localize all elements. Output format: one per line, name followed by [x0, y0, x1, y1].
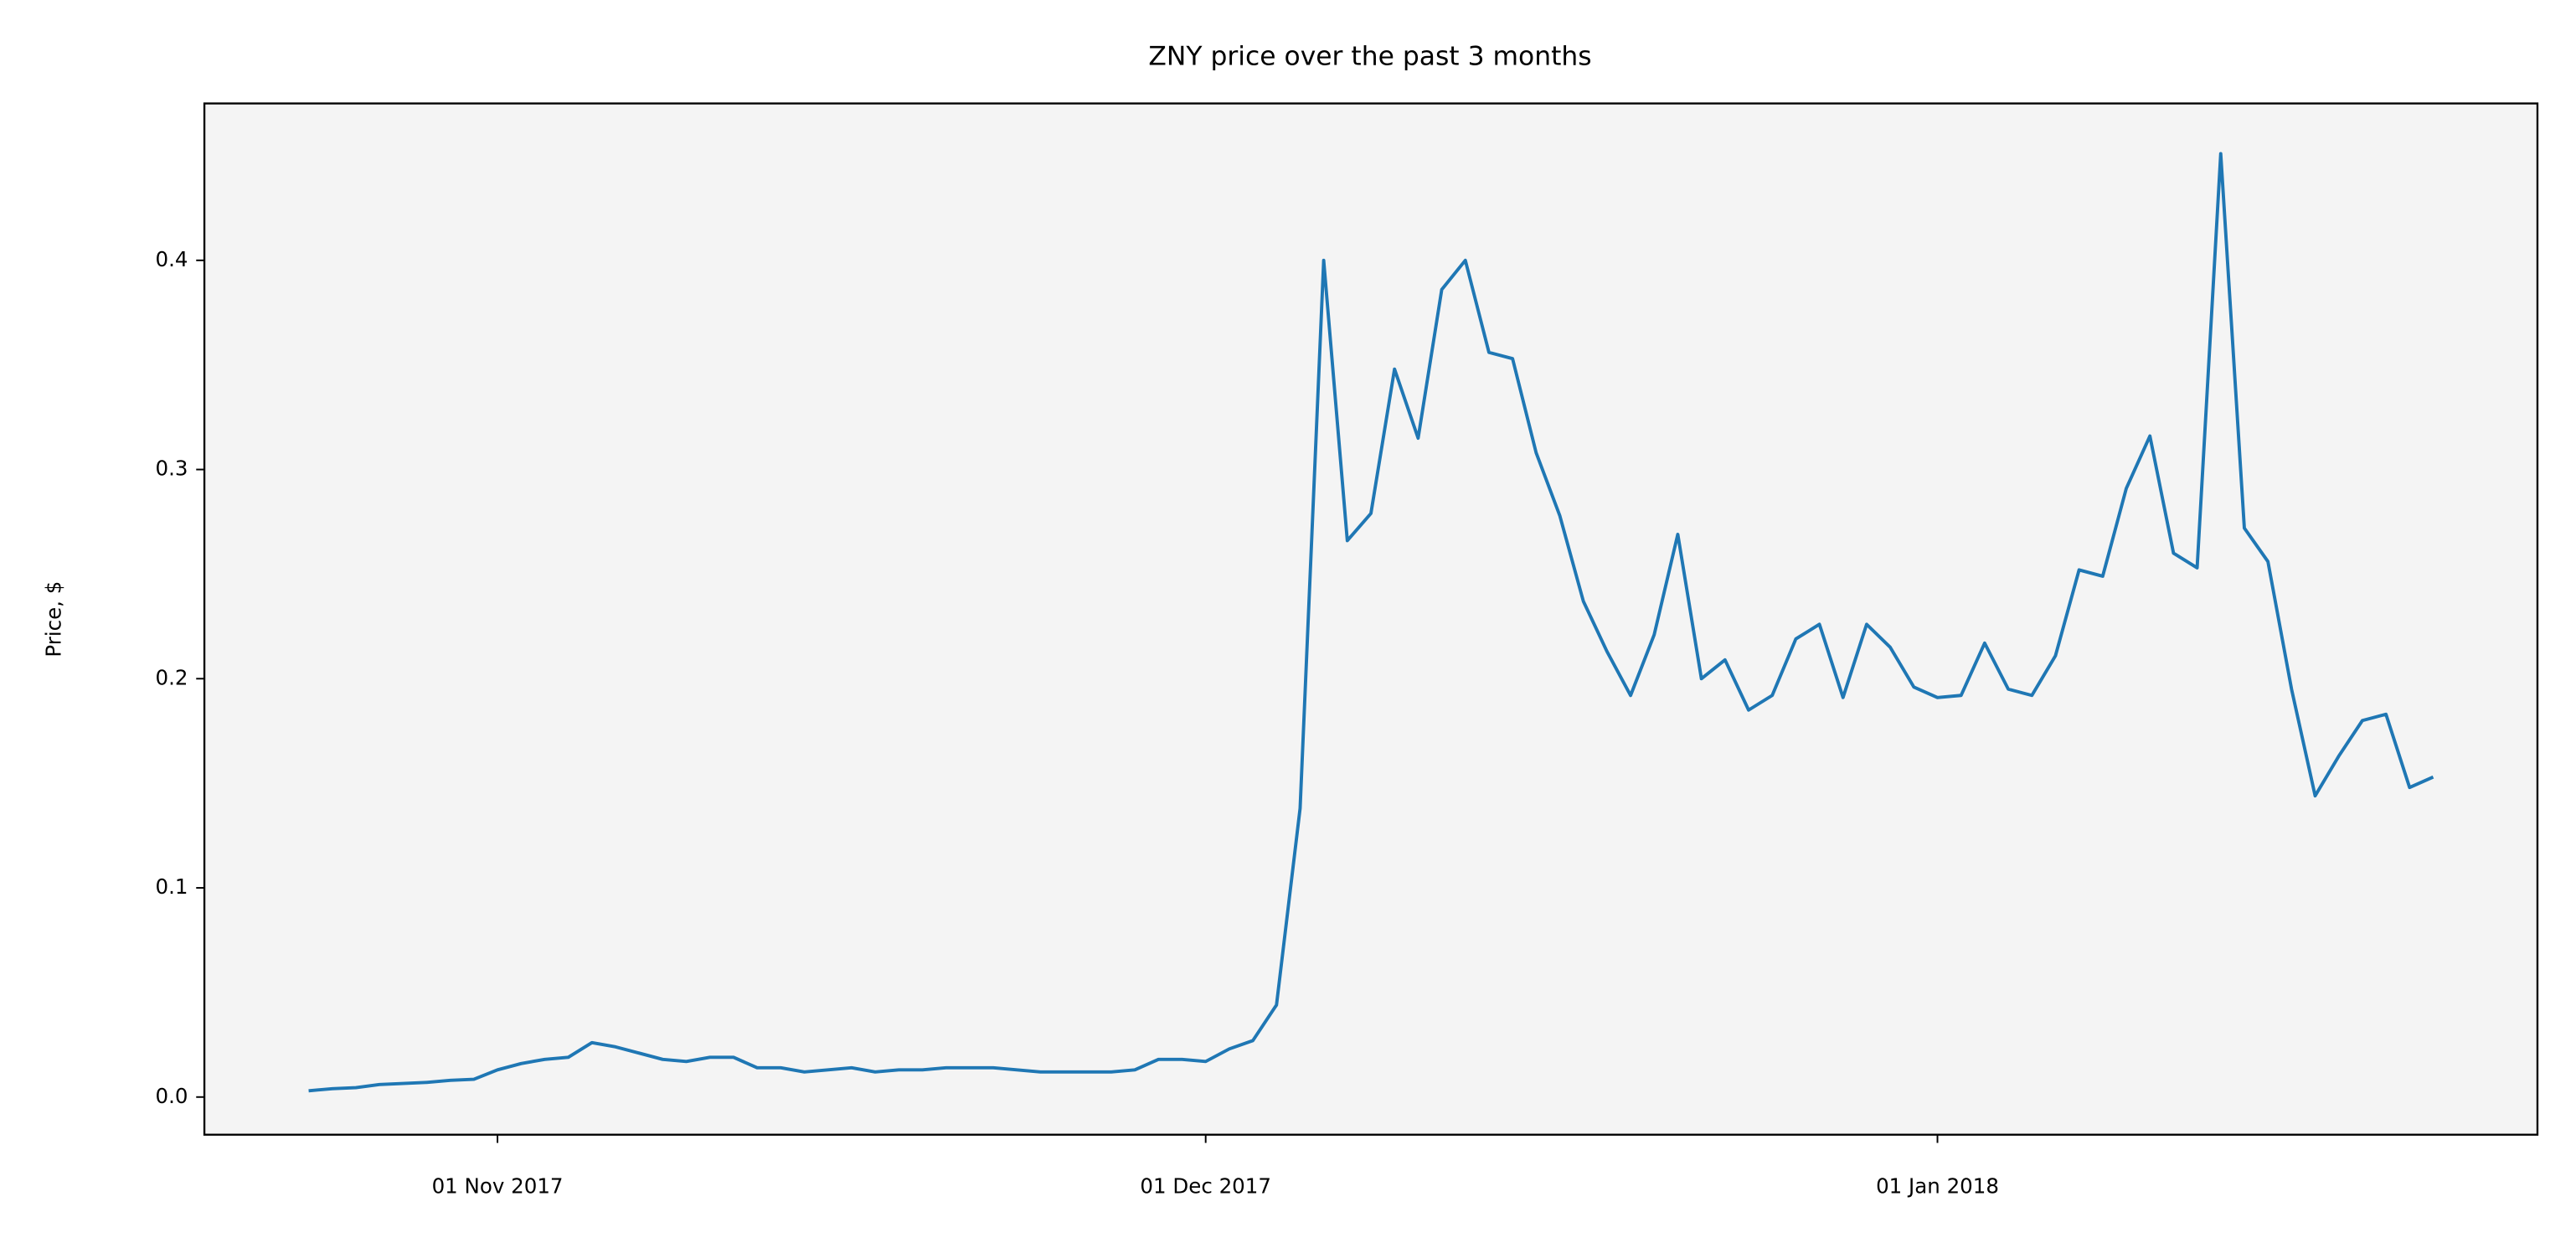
plot-frame [203, 102, 2539, 1136]
y-tick-label: 0.3 [155, 456, 188, 481]
y-tick-label: 0.1 [155, 874, 188, 899]
y-tick-label: 0.0 [155, 1084, 188, 1108]
y-tick-label: 0.4 [155, 247, 188, 271]
chart-title: ZNY price over the past 3 months [1148, 42, 1591, 72]
price-line [308, 152, 2434, 1093]
x-tick-label: 01 Dec 2017 [1140, 1173, 1271, 1198]
x-tick-label: 01 Nov 2017 [432, 1173, 564, 1198]
x-tick-label: 01 Jan 2018 [1876, 1173, 1999, 1198]
y-axis-label: Price, $ [42, 581, 66, 658]
y-tick-label: 0.2 [155, 665, 188, 689]
plot-area [204, 103, 2537, 1135]
